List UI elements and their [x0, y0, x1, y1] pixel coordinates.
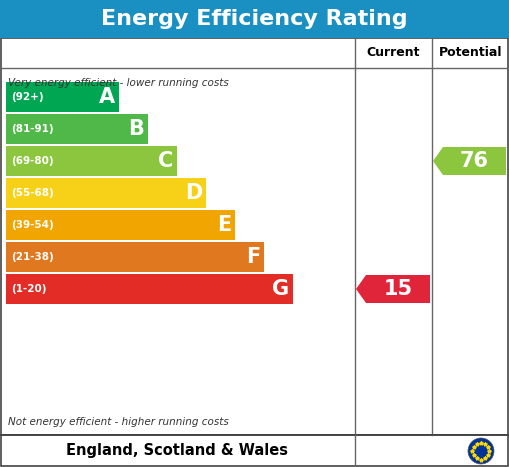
Bar — [6, 146, 177, 176]
Text: F: F — [246, 247, 260, 267]
Text: Energy Efficiency Rating: Energy Efficiency Rating — [101, 9, 408, 29]
Text: Potential: Potential — [439, 47, 502, 59]
Text: 15: 15 — [383, 279, 413, 299]
Bar — [1, 38, 508, 435]
Text: (39-54): (39-54) — [11, 220, 54, 230]
Text: Very energy efficient - lower running costs: Very energy efficient - lower running co… — [8, 78, 229, 88]
Text: England, Scotland & Wales: England, Scotland & Wales — [67, 444, 289, 459]
Bar — [6, 82, 119, 112]
Text: D: D — [185, 183, 202, 203]
Bar — [6, 210, 235, 240]
Polygon shape — [356, 275, 430, 303]
Text: (69-80): (69-80) — [11, 156, 53, 166]
Bar — [6, 178, 206, 208]
Bar — [6, 274, 293, 304]
Bar — [6, 242, 264, 272]
Polygon shape — [433, 147, 506, 175]
Text: A: A — [99, 87, 115, 107]
Bar — [0, 0, 509, 38]
Text: (1-20): (1-20) — [11, 284, 46, 294]
Circle shape — [468, 438, 494, 464]
Text: Current: Current — [367, 47, 420, 59]
Text: E: E — [217, 215, 231, 235]
Text: (81-91): (81-91) — [11, 124, 53, 134]
Bar — [6, 114, 148, 144]
Text: (92+): (92+) — [11, 92, 44, 102]
Text: 76: 76 — [460, 151, 489, 171]
Text: (21-38): (21-38) — [11, 252, 54, 262]
Text: B: B — [128, 119, 144, 139]
Text: G: G — [272, 279, 289, 299]
Text: (55-68): (55-68) — [11, 188, 54, 198]
Text: C: C — [158, 151, 173, 171]
Text: Not energy efficient - higher running costs: Not energy efficient - higher running co… — [8, 417, 229, 427]
Bar — [1, 435, 508, 466]
